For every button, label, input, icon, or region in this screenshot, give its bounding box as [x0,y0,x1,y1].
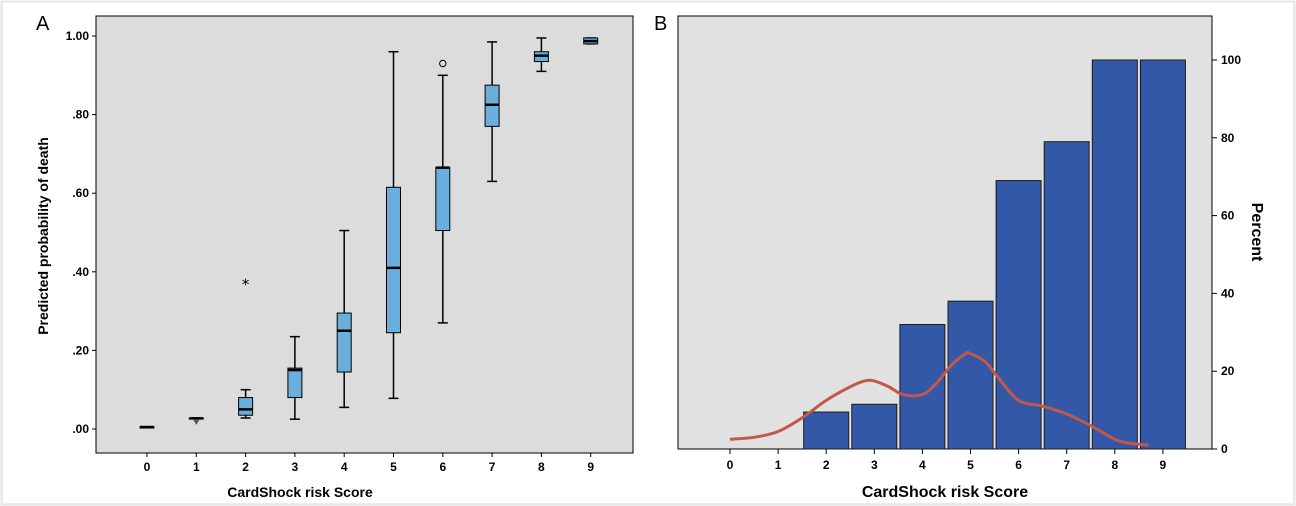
box-series [139,37,599,429]
panel-a: A .00 .20 .40 .60 .80 1.00 0 1 2 3 4 5 6 7 8 9 * CardS… [35,13,634,500]
x-tick-label-b: 5 [967,458,974,472]
y-tick-label-b: 100 [1221,53,1241,67]
outlier-circle [439,59,447,68]
x-tick-label-a: 7 [489,460,496,474]
box-6 [435,167,451,232]
x-tick-label-b: 0 [727,458,734,472]
x-tick-label-b: 2 [823,458,830,472]
bar-3 [851,403,898,450]
bar-4 [899,324,946,450]
x-axis-a: 0 1 2 3 4 5 6 7 8 9 [144,453,594,474]
bar-6 [995,180,1042,450]
x-tick-label-a: 0 [144,460,151,474]
y-tick-label-a: .80 [72,108,89,122]
box-2 [238,397,254,416]
x-tick-label-a: 6 [439,460,446,474]
x-tick-label-b: 3 [871,458,878,472]
y-tick-label-b: 60 [1221,209,1235,223]
density-curve [729,350,1149,447]
x-tick-label-a: 2 [242,460,249,474]
x-tick-label-a: 4 [341,460,348,474]
y-tick-label-a: .60 [72,186,89,200]
box-5 [386,186,401,334]
plot-area-a [95,15,634,454]
bar-5 [947,300,994,450]
y-tick-label-b: 0 [1221,442,1228,456]
panel-a-label: A [36,13,50,35]
y-axis-a: .00 .20 .40 .60 .80 1.00 [66,29,96,436]
y-axis-title-a: Predicted probability of death [35,137,51,335]
outlier-star: * [242,276,250,294]
y-tick-label-b: 40 [1221,286,1235,300]
outlier-series: * [193,59,447,425]
x-tick-label-a: 5 [390,460,397,474]
bar-9 [1139,59,1186,450]
y-tick-label-a: 1.00 [66,29,90,43]
box-4 [336,312,352,373]
y-tick-label-a: .20 [72,343,89,357]
outlier-triangle [193,419,200,425]
x-tick-label-a: 1 [193,460,200,474]
x-tick-label-b: 7 [1063,458,1070,472]
density-curve-line [729,350,1149,447]
bar-7 [1043,141,1090,450]
x-tick-label-b: 4 [919,458,926,472]
y-tick-label-b: 20 [1221,364,1235,378]
y-tick-label-a: .40 [72,265,89,279]
x-tick-label-a: 8 [538,460,545,474]
x-tick-label-b: 8 [1111,458,1118,472]
y-axis-b: 0 20 40 60 80 100 [1212,53,1241,456]
y-tick-label-b: 80 [1221,131,1235,145]
bar-2 [803,411,850,450]
panel-b-label: B [654,13,667,35]
x-tick-label-a: 3 [292,460,299,474]
x-axis-b: 0 1 2 3 4 5 6 7 8 9 [727,449,1167,472]
x-tick-label-b: 1 [775,458,782,472]
bar-8 [1091,59,1138,450]
bar-series [803,59,1186,450]
x-tick-label-b: 6 [1015,458,1022,472]
x-axis-title-a: CardShock risk Score [227,484,373,500]
box-3 [287,367,303,399]
y-tick-label-a: .00 [72,422,89,436]
panel-b: B 0 20 40 60 80 100 0 1 2 3 4 5 6 7 8 9 CardShock risk… [654,13,1265,501]
x-axis-title-b: CardShock risk Score [862,484,1028,501]
x-tick-label-b: 9 [1160,458,1167,472]
x-tick-label-a: 9 [587,460,594,474]
y-axis-title-b: Percent [1248,203,1265,262]
